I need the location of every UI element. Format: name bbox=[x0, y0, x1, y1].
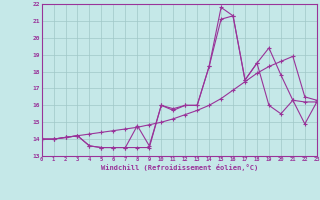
X-axis label: Windchill (Refroidissement éolien,°C): Windchill (Refroidissement éolien,°C) bbox=[100, 164, 258, 171]
